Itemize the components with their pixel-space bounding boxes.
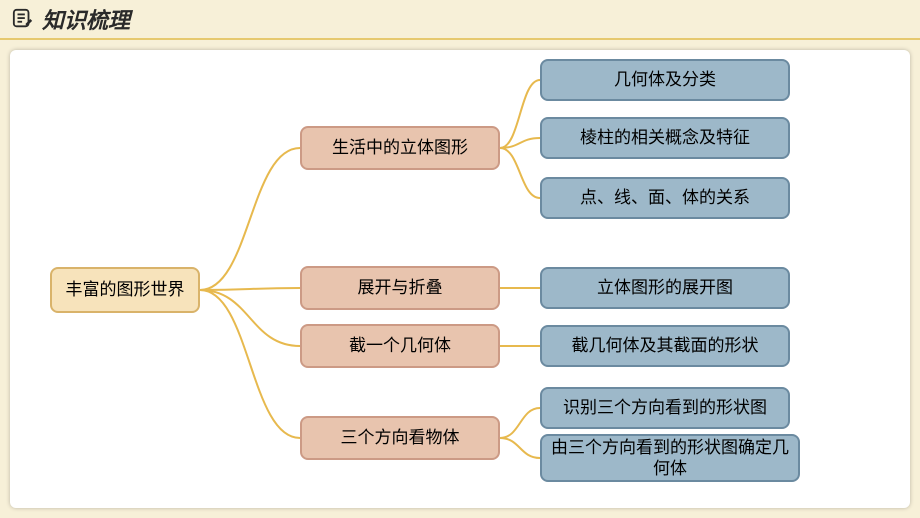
node-m1: 生活中的立体图形 [300, 126, 500, 170]
node-m3: 截一个几何体 [300, 324, 500, 368]
node-l4: 立体图形的展开图 [540, 267, 790, 309]
node-l7: 由三个方向看到的形状图确定几何体 [540, 434, 800, 482]
node-m4: 三个方向看物体 [300, 416, 500, 460]
node-label: 点、线、面、体的关系 [580, 187, 750, 208]
node-label: 几何体及分类 [614, 69, 716, 90]
list-edit-icon [12, 8, 34, 30]
node-label: 三个方向看物体 [341, 427, 460, 448]
node-label: 截几何体及其截面的形状 [572, 335, 759, 356]
node-label: 生活中的立体图形 [332, 137, 468, 158]
node-label: 立体图形的展开图 [597, 277, 733, 298]
node-l1: 几何体及分类 [540, 59, 790, 101]
node-root: 丰富的图形世界 [50, 267, 200, 313]
node-l2: 棱柱的相关概念及特征 [540, 117, 790, 159]
header-bar: 知识梳理 [0, 0, 920, 40]
node-label: 识别三个方向看到的形状图 [563, 397, 767, 418]
node-m2: 展开与折叠 [300, 266, 500, 310]
node-label: 展开与折叠 [358, 277, 443, 298]
node-l3: 点、线、面、体的关系 [540, 177, 790, 219]
page-title: 知识梳理 [42, 3, 130, 35]
node-label: 由三个方向看到的形状图确定几何体 [550, 437, 790, 480]
node-label: 丰富的图形世界 [66, 279, 185, 300]
node-l5: 截几何体及其截面的形状 [540, 325, 790, 367]
node-label: 棱柱的相关概念及特征 [580, 127, 750, 148]
node-label: 截一个几何体 [349, 335, 451, 356]
node-l6: 识别三个方向看到的形状图 [540, 387, 790, 429]
mindmap-canvas: 丰富的图形世界 生活中的立体图形展开与折叠截一个几何体三个方向看物体 几何体及分类棱… [10, 50, 910, 508]
